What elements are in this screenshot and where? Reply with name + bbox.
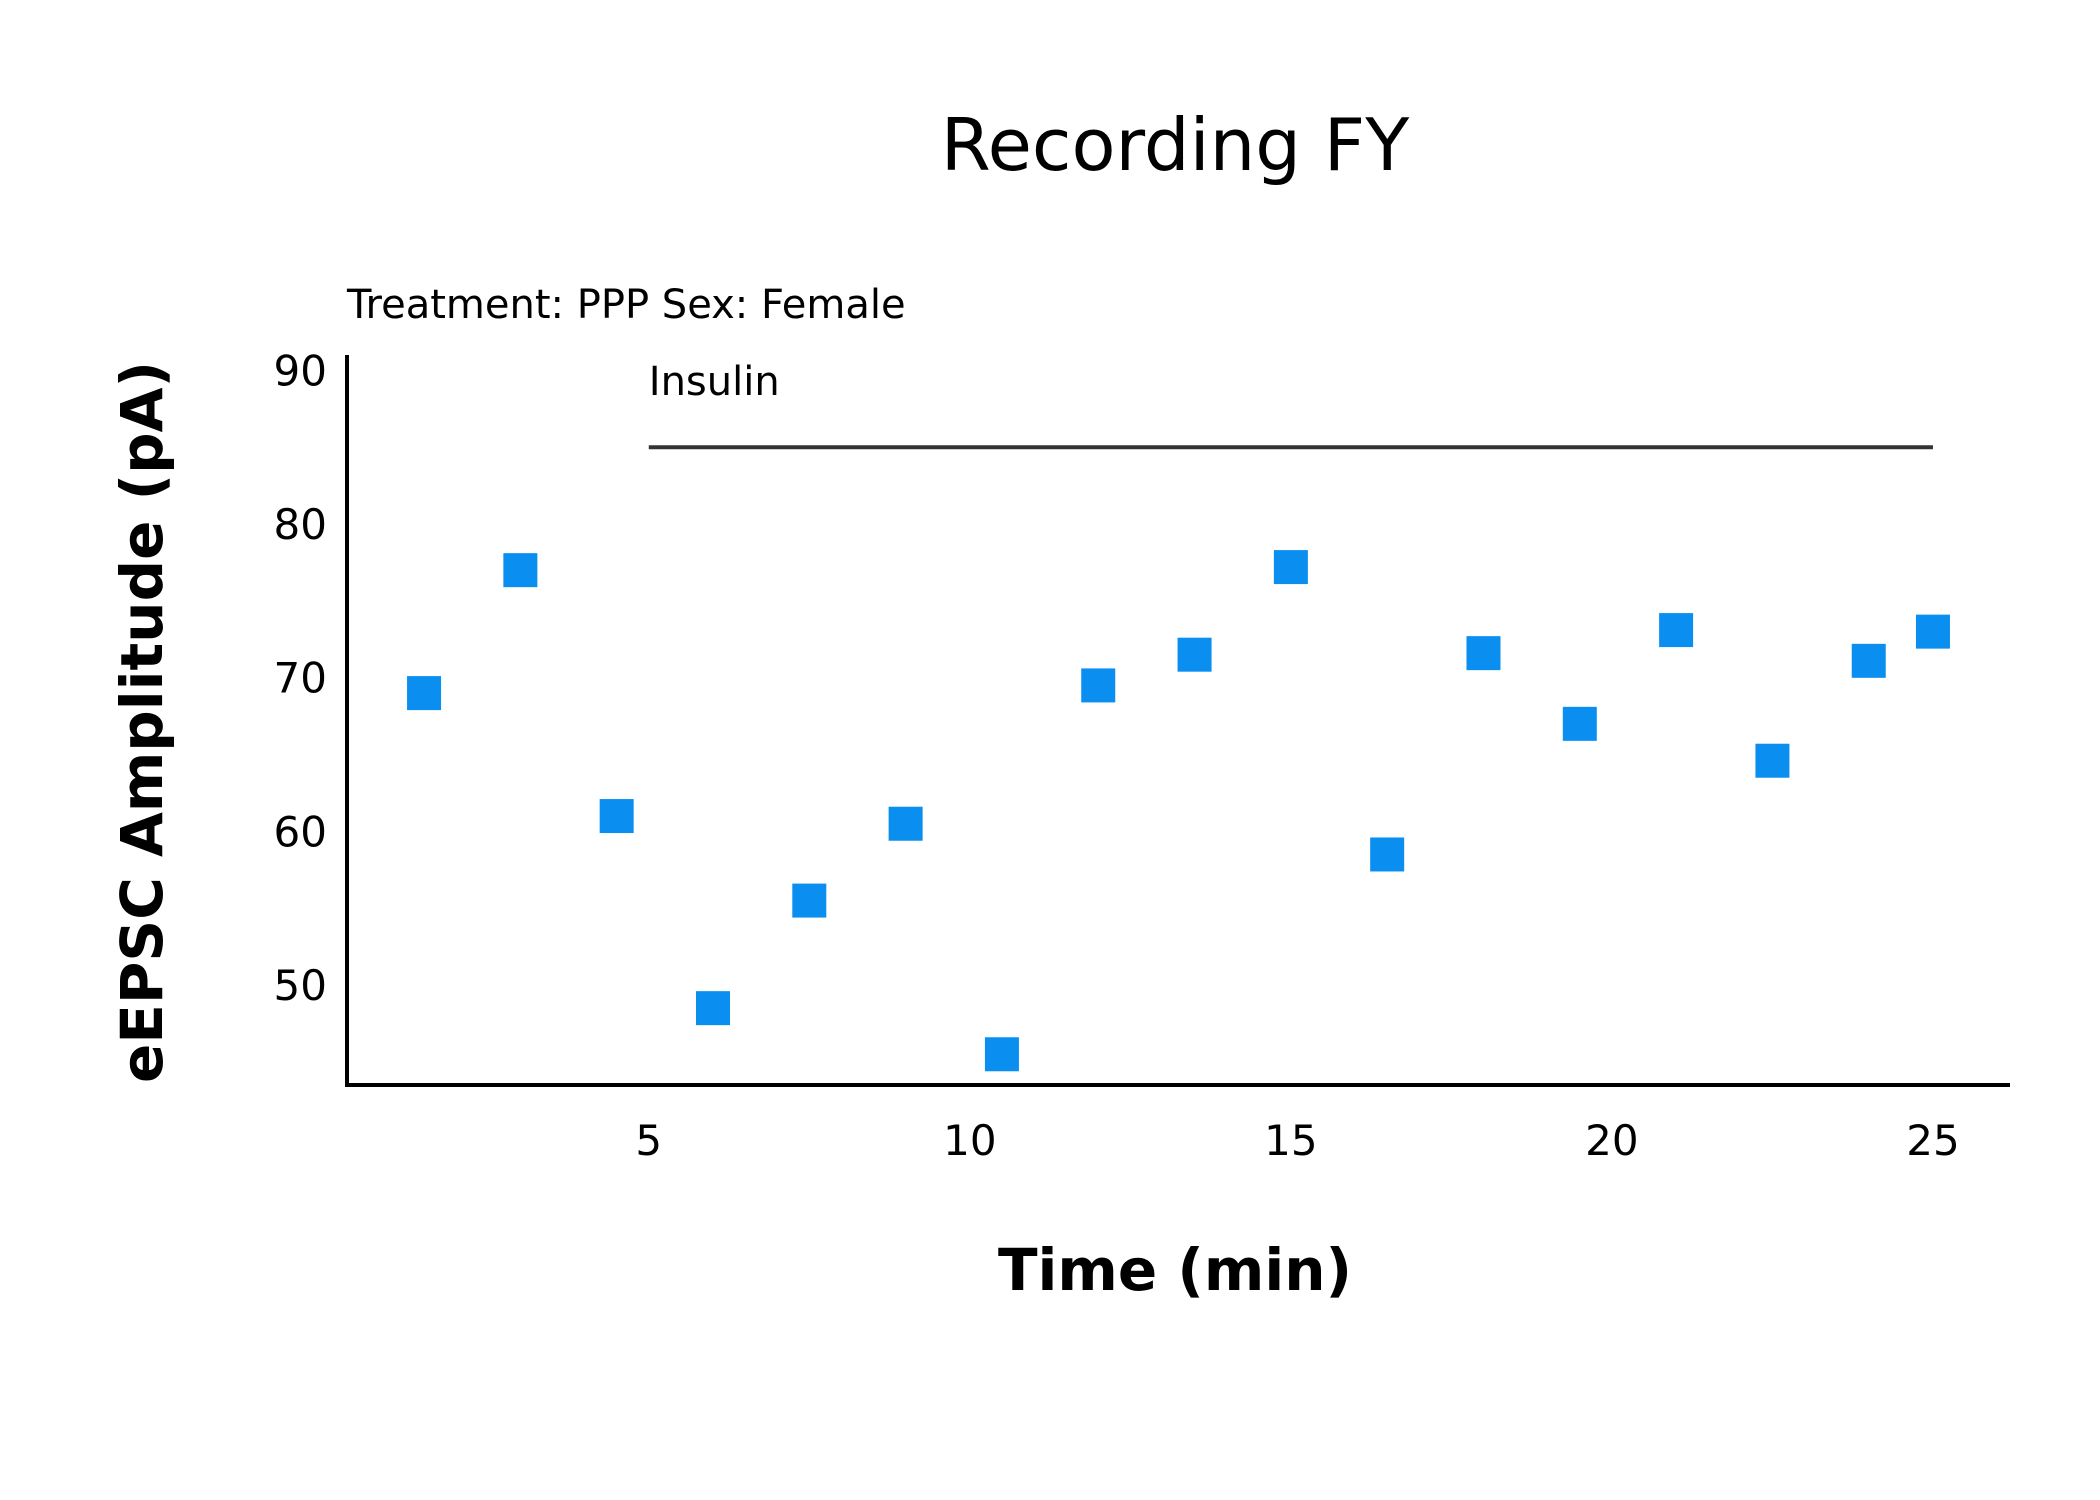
- data-point: [1755, 743, 1790, 778]
- data-point: [984, 1037, 1019, 1072]
- insulin-bar-label: Insulin: [649, 359, 780, 405]
- x-tick-label: 10: [943, 1116, 996, 1165]
- data-point: [695, 991, 730, 1026]
- data-point: [1081, 668, 1116, 703]
- data-point: [503, 553, 538, 588]
- data-point: [888, 806, 923, 841]
- data-point: [792, 883, 827, 918]
- x-tick-label: 25: [1906, 1116, 1959, 1165]
- annotations-layer: Insulin: [648, 359, 1933, 450]
- x-tick-label: 15: [1264, 1116, 1317, 1165]
- data-point: [1177, 637, 1212, 672]
- x-tick-label: 20: [1585, 1116, 1638, 1165]
- x-axis-label: Time (min): [998, 1236, 1352, 1304]
- y-tick-label: 50: [274, 961, 327, 1010]
- data-point: [1273, 550, 1308, 585]
- data-point: [407, 676, 442, 711]
- data-point: [1851, 643, 1886, 678]
- ticks-layer: 5 10 15 20 25 50 60 70 80 90: [274, 346, 1960, 1165]
- y-tick-label: 70: [274, 654, 327, 703]
- y-axis-label: eEPSC Amplitude (pA): [108, 361, 176, 1083]
- data-point: [1562, 706, 1597, 741]
- y-tick-label: 80: [274, 500, 327, 549]
- data-point: [1466, 636, 1501, 671]
- y-tick-label: 60: [274, 807, 327, 856]
- x-tick-label: 5: [635, 1116, 662, 1165]
- data-point: [1370, 837, 1405, 872]
- points-layer: [407, 550, 1950, 1072]
- data-point: [1915, 614, 1950, 649]
- data-point: [599, 799, 634, 834]
- data-point: [1659, 613, 1694, 648]
- chart-title: Recording FY: [941, 103, 1410, 187]
- chart-subtitle: Treatment: PPP Sex: Female: [346, 282, 906, 328]
- y-tick-label: 90: [274, 346, 327, 395]
